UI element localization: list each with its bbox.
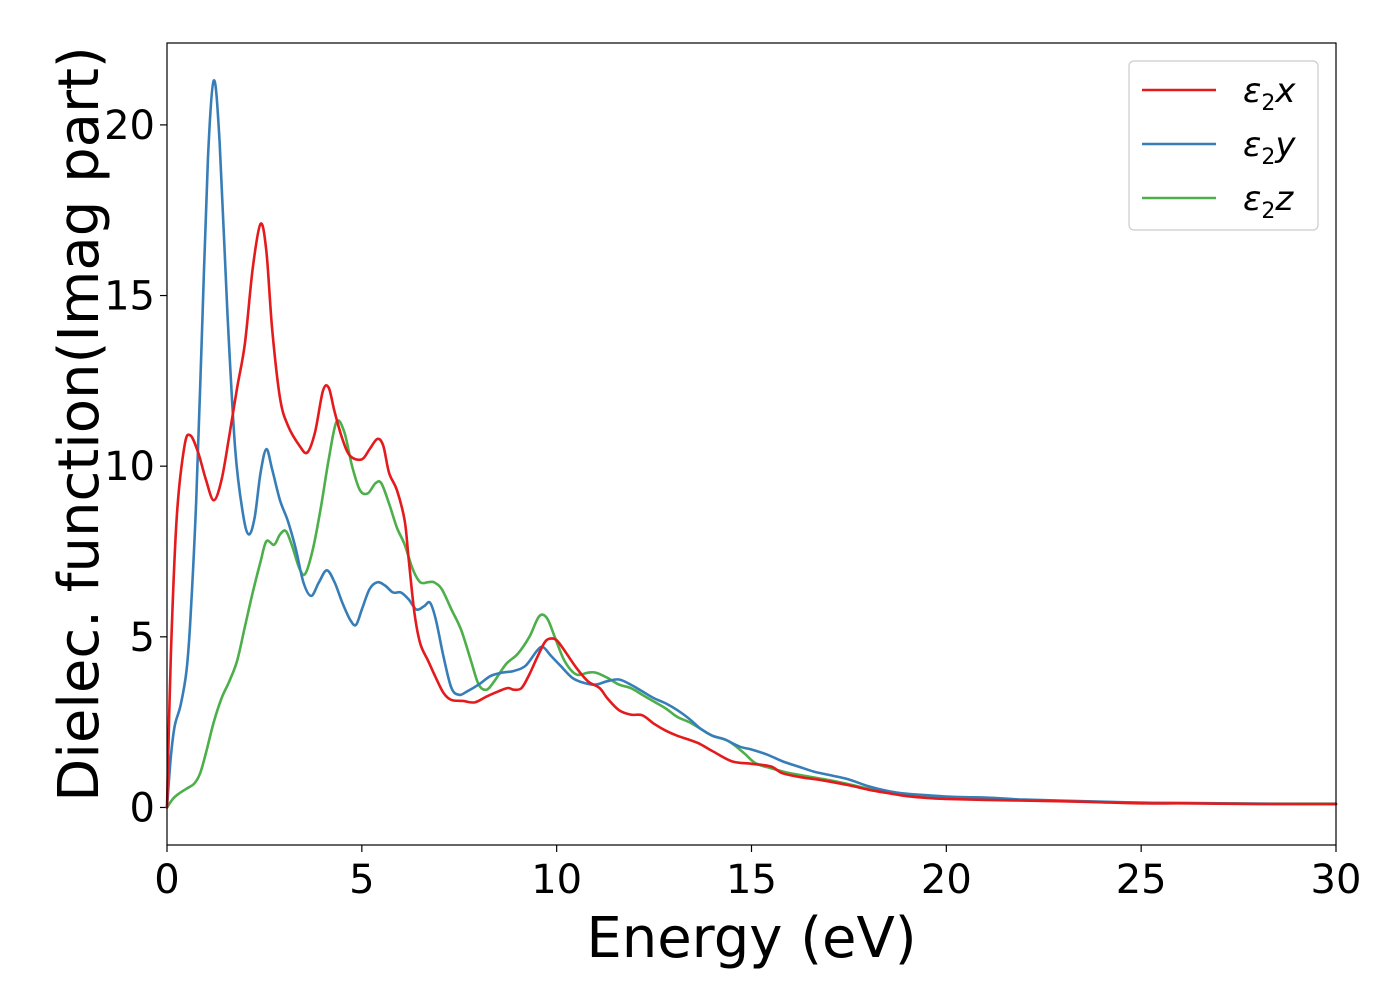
x-axis-ticks: 0 5 10 15 20 25 30 — [154, 845, 1361, 903]
y-axis-label: Dielec. function(Imag part) — [47, 46, 112, 802]
legend-label-suffix: y — [1274, 125, 1296, 165]
legend-label-subscript: 2 — [1261, 145, 1275, 170]
legend-label-base: ε — [1243, 71, 1261, 111]
y-tick-label: 5 — [130, 615, 155, 661]
series-layer — [165, 79, 1338, 809]
plot-frame — [166, 42, 1337, 846]
x-axis-label: Energy (eV) — [586, 906, 916, 971]
legend-label-y: ε2y — [1243, 125, 1296, 170]
y-tick-label: 15 — [104, 274, 155, 320]
legend-label-base: ε — [1243, 125, 1261, 165]
x-tick-label: 30 — [1311, 857, 1362, 903]
y-tick-label: 20 — [104, 103, 155, 149]
x-tick-label: 10 — [531, 857, 582, 903]
legend-label-z: ε2z — [1243, 179, 1294, 224]
x-tick-label: 15 — [726, 857, 777, 903]
y-axis-ticks: 0 5 10 15 20 — [104, 103, 167, 831]
legend-label-subscript: 2 — [1261, 91, 1275, 116]
x-tick-label: 0 — [154, 857, 179, 903]
legend-label-suffix: x — [1274, 71, 1296, 111]
x-tick-label: 5 — [349, 857, 374, 903]
legend-box — [1128, 60, 1319, 231]
x-tick-label: 20 — [921, 857, 972, 903]
y-tick-label: 0 — [130, 785, 155, 831]
series-line-y — [165, 79, 1338, 809]
series-line-x — [165, 222, 1338, 809]
legend-label-suffix: z — [1274, 179, 1294, 219]
legend-label-subscript: 2 — [1261, 199, 1275, 224]
y-tick-label: 10 — [104, 444, 155, 490]
legend-label-x: ε2x — [1243, 71, 1296, 116]
x-tick-label: 25 — [1116, 857, 1167, 903]
legend-label-base: ε — [1243, 179, 1261, 219]
